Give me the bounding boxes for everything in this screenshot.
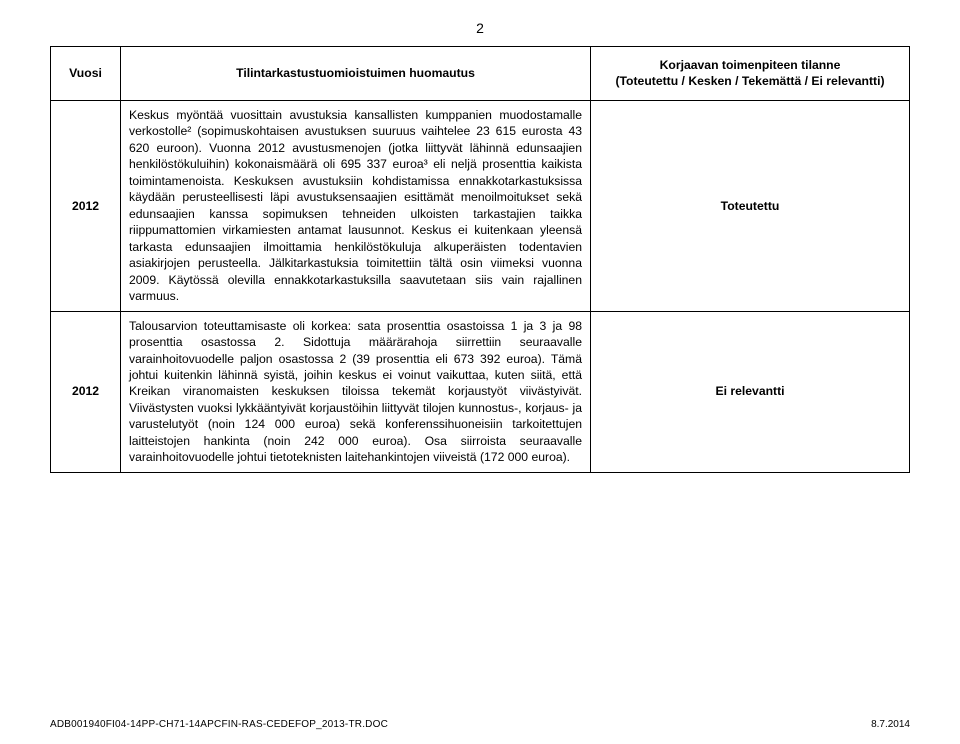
table-row: 2012 Keskus myöntää vuosittain avustuksi…	[51, 100, 910, 311]
header-status: Korjaavan toimenpiteen tilanne (Toteutet…	[591, 47, 910, 101]
header-year: Vuosi	[51, 47, 121, 101]
observation-cell: Keskus myöntää vuosittain avustuksia kan…	[121, 100, 591, 311]
footer-code-text: ADB001940FI04-14PP-CH71-14APCFIN-RAS-CED…	[50, 719, 362, 730]
year-cell: 2012	[51, 100, 121, 311]
header-status-line1: Korjaavan toimenpiteen tilanne	[599, 57, 901, 73]
observation-cell: Talousarvion toteuttamisaste oli korkea:…	[121, 311, 591, 472]
header-status-line2: (Toteutettu / Kesken / Tekemättä / Ei re…	[599, 73, 901, 89]
footer-date: 8.7.2014	[871, 719, 910, 730]
status-cell: Toteutettu	[591, 100, 910, 311]
status-cell: Ei relevantti	[591, 311, 910, 472]
footer-ext: .DOC	[362, 719, 388, 730]
page-number: 2	[50, 20, 910, 36]
footer-doc-code: ADB001940FI04-14PP-CH71-14APCFIN-RAS-CED…	[50, 719, 388, 730]
header-observation: Tilintarkastustuomioistuimen huomautus	[121, 47, 591, 101]
observations-table: Vuosi Tilintarkastustuomioistuimen huoma…	[50, 46, 910, 473]
page: 2 Vuosi Tilintarkastustuomioistuimen huo…	[0, 0, 960, 744]
year-cell: 2012	[51, 311, 121, 472]
table-row: 2012 Talousarvion toteuttamisaste oli ko…	[51, 311, 910, 472]
footer: ADB001940FI04-14PP-CH71-14APCFIN-RAS-CED…	[50, 719, 910, 730]
table-header-row: Vuosi Tilintarkastustuomioistuimen huoma…	[51, 47, 910, 101]
